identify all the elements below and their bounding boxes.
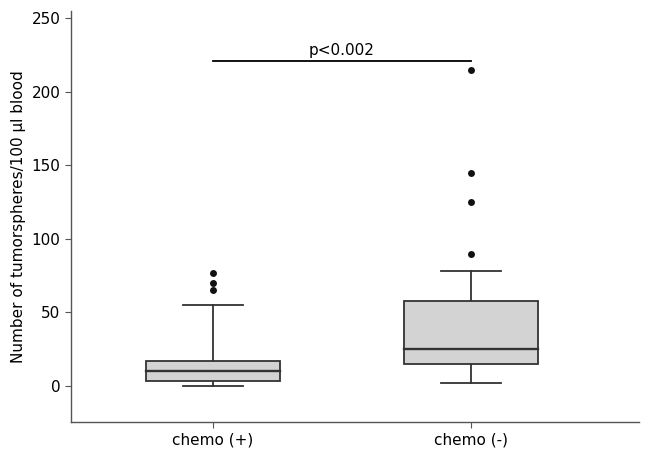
Text: p<0.002: p<0.002 [309, 43, 375, 58]
Y-axis label: Number of tumorspheres/100 µl blood: Number of tumorspheres/100 µl blood [11, 70, 26, 363]
Bar [146, 361, 280, 381]
Bar [404, 301, 538, 364]
